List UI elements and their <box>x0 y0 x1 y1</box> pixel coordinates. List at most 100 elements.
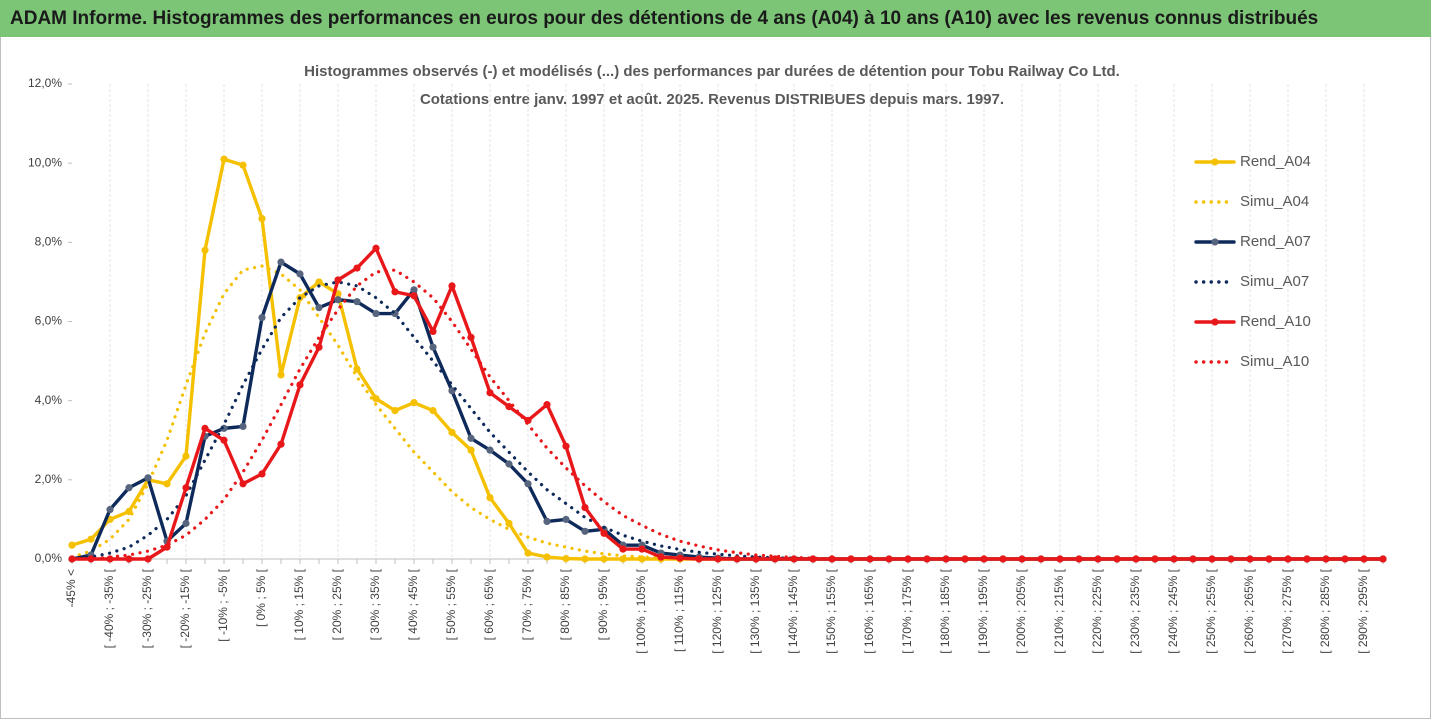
x-tick-label: [ 200% ; 205% [ <box>1014 568 1028 653</box>
data-point <box>182 484 190 492</box>
data-point <box>315 304 323 312</box>
x-tick-label: [ 0% ; 5% [ <box>254 568 268 627</box>
y-tick-label: 4,0% <box>35 393 63 407</box>
legend-label: Simu_A10 <box>1240 353 1309 370</box>
data-point <box>467 446 475 454</box>
x-tick-label: [ 210% ; 215% [ <box>1052 568 1066 653</box>
data-point <box>315 343 323 351</box>
data-point <box>125 484 133 492</box>
x-tick-label: [ 190% ; 195% [ <box>976 568 990 653</box>
data-point <box>353 365 361 373</box>
data-point <box>1303 555 1311 563</box>
data-point <box>87 535 95 543</box>
series-line <box>70 268 1385 561</box>
legend-marker <box>1211 158 1219 166</box>
data-point <box>486 446 494 454</box>
x-tick-label: [ -30% ; -25% [ <box>140 568 154 648</box>
header-title: ADAM Informe. Histogrammes des performan… <box>10 8 1318 29</box>
data-point <box>410 292 418 300</box>
data-point <box>543 517 551 525</box>
y-tick-label: 8,0% <box>35 235 63 249</box>
data-point <box>163 480 171 488</box>
data-point <box>1379 555 1387 563</box>
data-point <box>239 422 247 430</box>
x-tick-label: [ 90% ; 95% [ <box>596 568 610 640</box>
data-point <box>296 381 304 389</box>
x-tick-label: [ 260% ; 265% [ <box>1242 568 1256 653</box>
data-point <box>106 505 114 514</box>
legend-label: Rend_A07 <box>1240 233 1311 250</box>
data-point <box>619 545 627 553</box>
x-tick-label: [ 170% ; 175% [ <box>900 568 914 653</box>
x-tick-label: [ 30% ; 35% [ <box>368 568 382 640</box>
data-point <box>562 515 570 524</box>
data-point <box>1189 555 1197 563</box>
legend-label: Rend_A10 <box>1240 313 1311 330</box>
legend-label: Simu_A04 <box>1240 193 1309 210</box>
y-tick-label: 12,0% <box>28 76 62 90</box>
data-point <box>1227 555 1235 563</box>
data-point <box>600 529 608 537</box>
x-tick-label: [ 270% ; 275% [ <box>1280 568 1294 653</box>
data-point <box>885 555 893 563</box>
data-point <box>315 278 323 286</box>
data-point <box>961 555 969 563</box>
legend: Rend_A04 Simu_A04 Rend_A07 Simu_A07 Rend_A10… <box>1194 153 1311 370</box>
data-point <box>410 399 418 407</box>
data-point <box>258 470 266 478</box>
data-point <box>201 246 209 254</box>
data-point <box>391 288 399 296</box>
x-tick-label: [ 220% ; 225% [ <box>1090 568 1104 653</box>
data-point <box>429 406 437 415</box>
data-point <box>201 424 209 432</box>
data-point <box>1265 555 1273 563</box>
data-point <box>524 480 532 488</box>
legend-marker <box>1211 238 1219 246</box>
data-point <box>467 333 475 341</box>
data-point <box>144 474 152 482</box>
data-point <box>125 555 133 563</box>
data-point <box>106 555 114 563</box>
legend-marker <box>1211 318 1219 326</box>
chart-title: Histogrammes observés (-) et modélisés (… <box>304 63 1120 80</box>
y-tick-label: 10,0% <box>28 155 62 169</box>
data-point <box>372 244 380 252</box>
data-point <box>410 286 418 294</box>
data-point <box>562 555 570 563</box>
data-point <box>581 527 589 535</box>
y-tick-label: 0,0% <box>35 551 63 565</box>
x-tick-label: [ 160% ; 165% [ <box>862 568 876 653</box>
data-point <box>562 442 570 450</box>
x-tick-label: [ 230% ; 235% [ <box>1128 568 1142 653</box>
data-point <box>144 555 152 563</box>
x-tick-label: [ 120% ; 125% [ <box>710 568 724 653</box>
data-point <box>543 401 551 409</box>
data-point <box>258 313 266 322</box>
data-point <box>372 309 380 318</box>
x-tick-label: [ 20% ; 25% [ <box>330 568 344 640</box>
data-point <box>87 555 95 563</box>
data-point <box>505 460 513 468</box>
data-point <box>999 555 1007 563</box>
data-point <box>353 298 361 306</box>
x-tick-label: [ 130% ; 135% [ <box>748 568 762 653</box>
x-tick-label: [ 10% ; 15% [ <box>292 568 306 640</box>
x-tick-label: [ 280% ; 285% [ <box>1318 568 1332 653</box>
data-point <box>543 553 551 561</box>
data-point <box>581 555 589 563</box>
x-tick-label: [ 110% ; 115% [ <box>672 568 686 652</box>
data-point <box>600 555 608 563</box>
data-point <box>923 555 931 563</box>
data-point <box>676 554 684 562</box>
data-point <box>1075 555 1083 563</box>
x-tick-label: [ 290% ; 295% [ <box>1356 568 1370 653</box>
data-point <box>334 296 342 304</box>
data-point <box>277 371 285 379</box>
data-point <box>809 555 817 563</box>
y-tick-label: 2,0% <box>35 472 63 486</box>
chart-subtitle: Cotations entre janv. 1997 et août. 2025… <box>420 91 1004 108</box>
data-point <box>467 434 475 442</box>
data-point <box>182 452 190 460</box>
